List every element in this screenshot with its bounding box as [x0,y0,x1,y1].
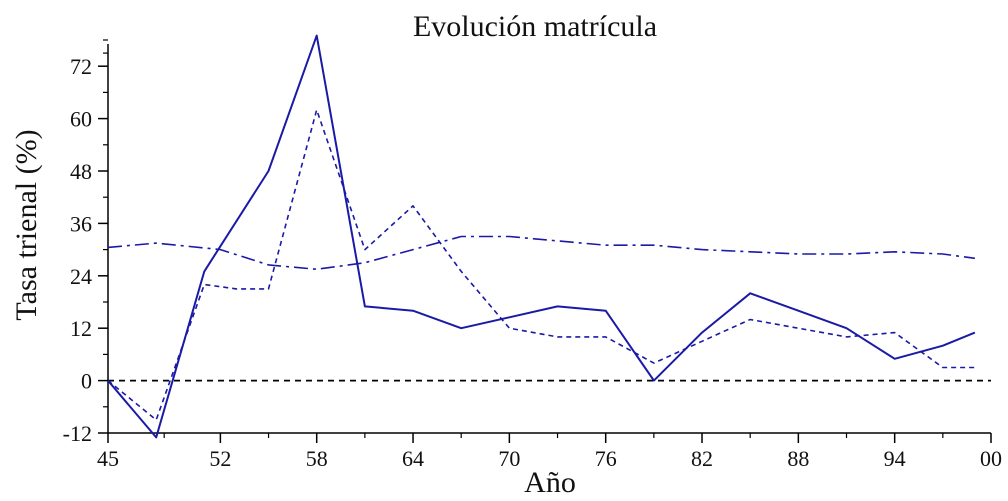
x-tick-label: 64 [402,446,424,471]
x-tick-label: 94 [884,446,906,471]
y-tick-label: 60 [70,107,92,132]
series-group [107,34,976,439]
y-tick-label: 24 [70,264,92,289]
y-tick-label: -12 [63,421,92,446]
x-tick-label: 58 [306,446,328,471]
y-tick-label: 36 [70,211,92,236]
x-tick-label: 82 [691,446,713,471]
y-tick-label: 12 [70,316,92,341]
x-tick-label: 45 [97,446,119,471]
chart-title: Evolución matrícula [412,10,658,43]
x-tick-label: 52 [209,446,231,471]
x-tick-label: 76 [595,446,617,471]
x-tick-label: 00 [980,446,1002,471]
y-tick-label: 72 [70,54,92,79]
y-tick-label: 0 [81,369,92,394]
y-tick-label: 48 [70,159,92,184]
x-tick-label: 70 [498,446,520,471]
x-tick-label: 88 [787,446,809,471]
series-line-solid [107,34,976,439]
series-line-dashdot [107,235,976,271]
axes: -12 0 12 24 36 48 60 72 45 52 58 64 70 76 82 88 94 00 [63,39,1002,471]
x-axis-label: Año [524,466,576,499]
series-line-dashed [107,109,975,421]
